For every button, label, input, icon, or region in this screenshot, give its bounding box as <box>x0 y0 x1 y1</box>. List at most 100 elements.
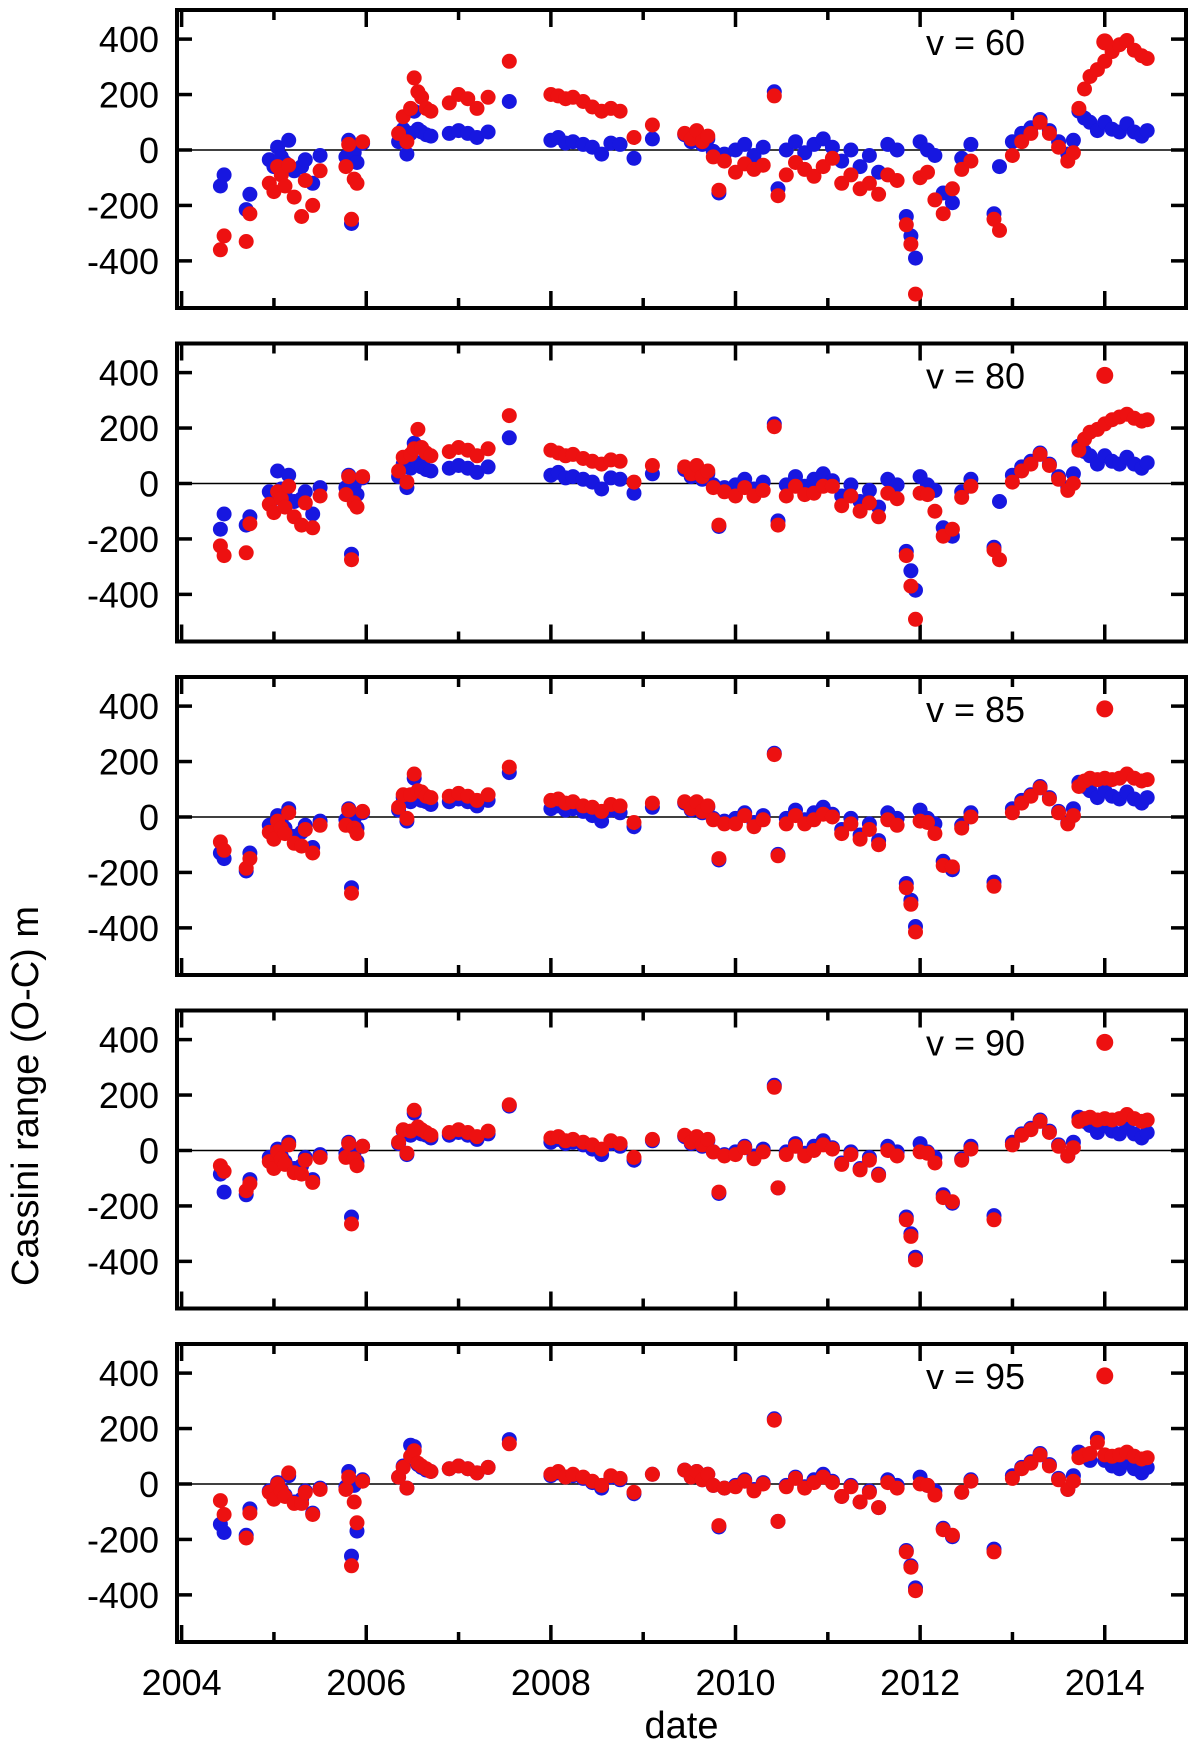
scatter-point-red <box>238 234 254 249</box>
scatter-point-red <box>944 1527 960 1543</box>
scatter-point-red <box>242 516 258 532</box>
scatter-point-red <box>861 822 877 837</box>
scatter-point-red <box>644 117 660 133</box>
scatter-point-red <box>644 795 660 811</box>
scatter-point-red <box>898 1212 914 1228</box>
scatter-point-red <box>954 1484 970 1500</box>
y-tick-label: 0 <box>139 1464 159 1505</box>
scatter-point-red <box>834 498 850 514</box>
scatter-point-red <box>963 153 979 169</box>
scatter-point-blue <box>944 195 960 211</box>
scatter-point-red <box>766 747 782 763</box>
scatter-point-red <box>963 1141 979 1157</box>
y-tick-label: 0 <box>139 463 159 504</box>
scatter-point-red <box>410 421 426 437</box>
scatter-point-red <box>480 89 496 105</box>
scatter-point-red <box>954 1152 970 1168</box>
scatter-point-red <box>889 491 905 507</box>
scatter-point-red <box>501 53 517 69</box>
scatter-point-blue <box>501 94 517 109</box>
scatter-point-red <box>349 1158 365 1174</box>
scatter-point-red <box>406 70 422 86</box>
scatter-point-red <box>355 1138 371 1154</box>
scatter-point-red <box>824 1141 840 1157</box>
y-tick-label: 400 <box>99 686 159 727</box>
scatter-point-red <box>312 817 328 833</box>
scatter-point-blue <box>612 136 628 152</box>
scatter-point-red <box>423 790 439 806</box>
scatter-point-red <box>766 1079 782 1095</box>
scatter-point-red <box>1139 772 1155 788</box>
scatter-point-red <box>469 792 485 808</box>
scatter-point-red <box>1041 125 1057 141</box>
scatter-point-red <box>626 1149 642 1165</box>
scatter-point-red <box>824 809 840 825</box>
scatter-point-blue <box>594 146 610 162</box>
scatter-point-red <box>355 1473 371 1489</box>
scatter-point-blue <box>644 131 660 147</box>
scatter-point-red <box>1051 1138 1067 1154</box>
scatter-point-red <box>1041 458 1057 473</box>
scatter-point-red <box>711 1184 727 1200</box>
y-tick-label: -400 <box>87 574 159 615</box>
scatter-point-red <box>834 826 850 842</box>
scatter-point-blue <box>212 521 228 537</box>
scatter-point-blue <box>1139 790 1155 806</box>
scatter-point-red <box>341 1136 357 1152</box>
scatter-point-red <box>266 505 282 521</box>
scatter-point-red <box>806 168 822 184</box>
scatter-point-blue <box>992 159 1007 175</box>
scatter-point-red <box>212 242 228 258</box>
scatter-point-red <box>399 1480 415 1496</box>
scatter-point-blue <box>755 139 771 155</box>
scatter-point-red <box>355 803 371 819</box>
scatter-point-red <box>852 1162 868 1178</box>
scatter-point-red <box>1004 474 1020 490</box>
scatter-point-red <box>954 489 970 505</box>
scatter-point-red <box>700 128 716 144</box>
scatter-point-blue <box>861 148 877 163</box>
scatter-point-blue <box>1139 1125 1155 1140</box>
scatter-point-red <box>788 1138 803 1154</box>
scatter-point-blue <box>903 563 919 579</box>
panel-key-marker <box>1096 700 1114 718</box>
scatter-point-red <box>986 211 1002 227</box>
scatter-point-red <box>711 182 727 198</box>
y-tick-label: -400 <box>87 241 159 282</box>
scatter-point-red <box>469 100 485 116</box>
scatter-point-red <box>834 1156 850 1172</box>
y-tick-label: -200 <box>87 1519 159 1560</box>
scatter-point-red <box>286 189 302 205</box>
scatter-point-red <box>986 878 1002 894</box>
scatter-point-red <box>986 1544 1002 1560</box>
scatter-point-red <box>1032 114 1048 130</box>
scatter-point-red <box>1071 100 1087 116</box>
scatter-point-red <box>908 924 923 940</box>
scatter-point-red <box>689 123 705 139</box>
panel-border <box>175 341 1188 644</box>
scatter-point-red <box>766 88 782 104</box>
scatter-point-red <box>871 1167 887 1183</box>
scatter-point-blue <box>305 506 321 522</box>
scatter-point-red <box>889 173 905 188</box>
scatter-point-red <box>778 488 794 504</box>
scatter-point-red <box>920 815 935 830</box>
scatter-point-red <box>1032 1447 1048 1463</box>
scatter-point-red <box>824 1475 840 1491</box>
scatter-point-red <box>612 103 628 119</box>
scatter-point-red <box>403 100 419 116</box>
scatter-point-red <box>935 206 951 222</box>
scatter-point-red <box>423 1464 439 1479</box>
scatter-point-red <box>612 1470 628 1486</box>
scatter-point-red <box>770 517 786 533</box>
scatter-point-red <box>824 150 840 166</box>
x-tick-label: 2010 <box>695 1662 775 1703</box>
scatter-point-red <box>391 463 407 479</box>
scatter-point-red <box>903 1559 919 1575</box>
scatter-point-red <box>871 837 887 853</box>
scatter-point-red <box>238 545 254 561</box>
scatter-point-red <box>1089 1434 1105 1450</box>
scatter-point-red <box>469 1465 485 1481</box>
scatter-point-red <box>737 1473 753 1489</box>
scatter-point-red <box>908 1252 923 1268</box>
